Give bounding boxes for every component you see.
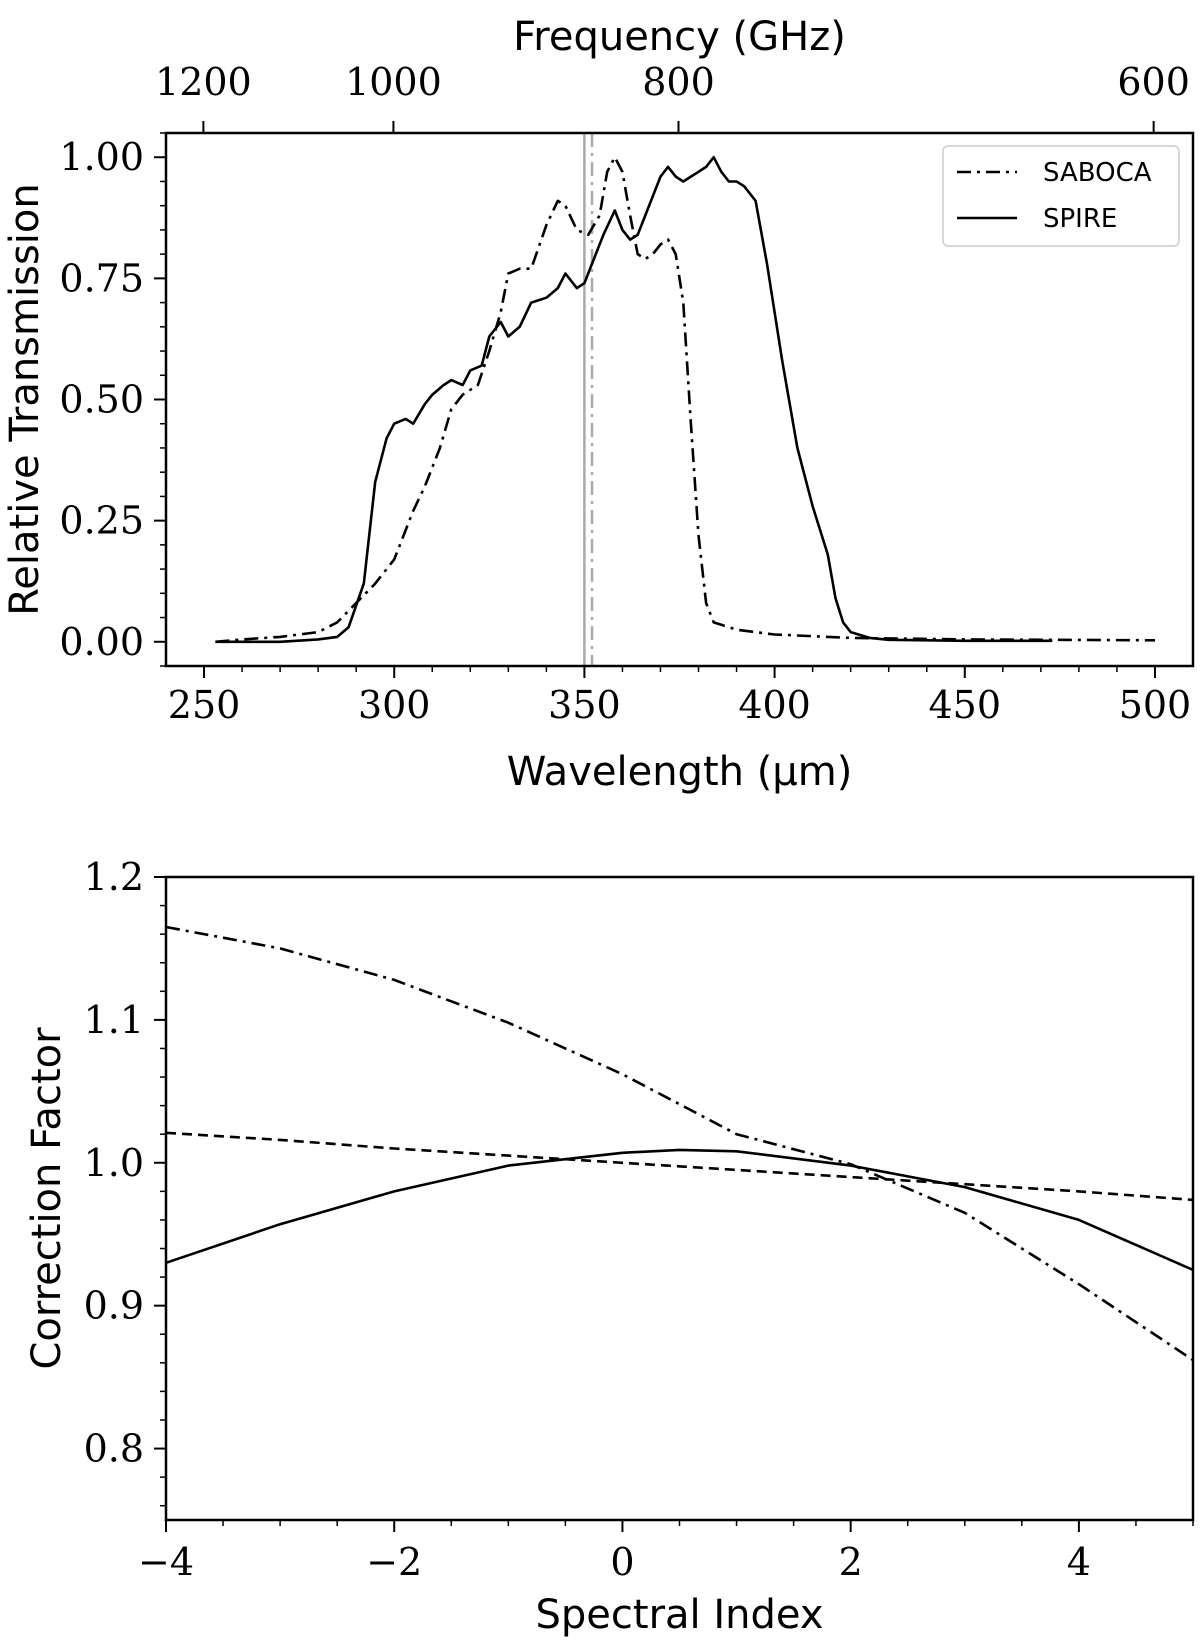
x-axis-label: Spectral Index	[536, 1592, 824, 1638]
y-tick-label: 1.1	[84, 998, 144, 1042]
x-tick-label: 350	[548, 683, 621, 727]
x-tick-label: 4	[1067, 1540, 1091, 1584]
y-tick-label: 0.75	[59, 256, 144, 300]
x-tick-label: 2	[839, 1540, 863, 1584]
series-line-dashed	[165, 1131, 1194, 1202]
x-tick-label: 250	[168, 683, 241, 727]
x2-tick-label: 1200	[155, 60, 252, 104]
y-tick-label: 1.2	[84, 855, 144, 899]
x2-tick-label: 1000	[345, 60, 442, 104]
correction-factor-panel: −4 −2 0 2 4 0.8 0.9 1.0 1.1 1.2 Spectral Index Corr…	[24, 855, 1195, 1638]
y-tick-label: 0.50	[59, 378, 144, 422]
x-tick-label: −2	[366, 1540, 422, 1584]
legend-label-saboca: SABOCA	[1043, 158, 1152, 188]
x2-tick-label: 800	[642, 60, 715, 104]
x-tick-label: 500	[1119, 683, 1192, 727]
series-line-solid	[165, 1148, 1194, 1272]
x-tick-label: 300	[358, 683, 431, 727]
plot-frame	[164, 875, 1195, 1522]
x-axis-label: Wavelength (μm)	[507, 749, 853, 795]
x-tick-label: 450	[929, 683, 1002, 727]
y-axis-label: Correction Factor	[24, 1027, 70, 1370]
y-tick-label: 0.00	[59, 620, 144, 664]
series-line-dashdot	[165, 925, 1194, 1362]
y-axis-label: Relative Transmission	[2, 183, 48, 615]
y-tick-label: 1.0	[84, 1141, 144, 1185]
x-tick-label: −4	[138, 1540, 194, 1584]
legend-box	[942, 145, 1180, 247]
x2-tick-label: 600	[1117, 60, 1190, 104]
series-line-saboca	[215, 155, 1156, 644]
y-tick-label: 1.00	[59, 135, 144, 179]
x2-axis-label: Frequency (GHz)	[513, 14, 846, 60]
y-tick-label: 0.8	[84, 1427, 144, 1471]
plot-frame	[164, 131, 1195, 668]
x-tick-label: 0	[610, 1540, 634, 1584]
legend: SABOCA SPIRE	[942, 145, 1180, 247]
legend-label-spire: SPIRE	[1043, 204, 1117, 234]
y-tick-label: 0.9	[84, 1284, 144, 1328]
y-tick-label: 0.25	[59, 499, 144, 543]
transmission-panel: 250 300 350 400 450 500 0.00 0.25 0.50 0.75 1.0012…	[2, 14, 1195, 795]
x-tick-label: 400	[738, 683, 811, 727]
series-line-spire	[215, 155, 1053, 644]
